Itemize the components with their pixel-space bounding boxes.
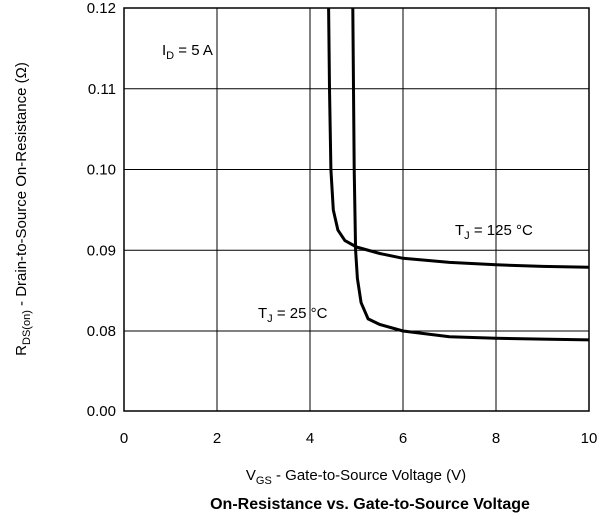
y-tick-label: 0.11 (88, 81, 116, 98)
annotation-tj-25: TJ = 25 °C (258, 305, 328, 325)
y-tick-label: 0.08 (87, 323, 116, 340)
y-tick-label: 0.10 (87, 162, 116, 179)
annotation-tj-125: TJ = 125 °C (455, 222, 533, 242)
y-tick-labels: 0.00 0.08 0.09 0.10 0.11 0.12 (87, 0, 116, 420)
x-tick-label: 0 (120, 430, 128, 447)
x-tick-labels: 0 2 4 6 8 10 (120, 430, 598, 447)
y-tick-label: 0.09 (87, 242, 116, 259)
series-lines (329, 8, 589, 340)
series-line-tj-25 (353, 8, 589, 340)
y-axis-title: RDS(on) - Drain-to-Source On-Resistance … (13, 62, 33, 356)
grid (124, 8, 589, 411)
y-tick-label: 0.12 (87, 0, 116, 17)
x-axis-title: VGS - Gate-to-Source Voltage (V) (246, 467, 466, 487)
x-tick-label: 8 (492, 430, 500, 447)
x-tick-label: 4 (306, 430, 314, 447)
y-tick-label: 0.00 (87, 403, 116, 420)
x-tick-label: 6 (399, 430, 407, 447)
x-tick-label: 10 (581, 430, 598, 447)
x-tick-label: 2 (213, 430, 221, 447)
plot-frame (124, 8, 589, 411)
annotation-id: ID = 5 A (162, 42, 213, 62)
chart-title: On-Resistance vs. Gate-to-Source Voltage (210, 496, 530, 513)
